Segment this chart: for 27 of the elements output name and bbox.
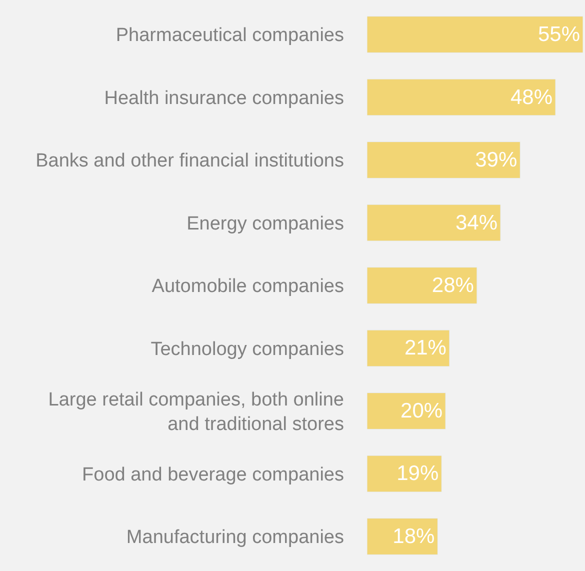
bar xyxy=(367,16,583,53)
y-tick-label: Food and beverage companies xyxy=(82,464,344,486)
bar xyxy=(367,455,442,492)
y-tick-label: Pharmaceutical companies xyxy=(116,25,344,46)
y-tick-label: Large retail companies, both online and traditional stores xyxy=(48,389,344,435)
y-tick-label: Health insurance companies xyxy=(104,88,344,109)
y-tick-label: Banks and other financial institutions xyxy=(36,150,344,172)
data-label: 34% xyxy=(456,211,498,234)
bar xyxy=(367,78,556,116)
bar xyxy=(367,204,501,242)
bar xyxy=(367,142,520,178)
bar xyxy=(367,392,446,430)
bar xyxy=(367,518,438,555)
data-label: 55% xyxy=(538,23,580,46)
data-label: 28% xyxy=(432,274,474,297)
y-tick-label: Manufacturing companies xyxy=(126,527,344,548)
y-tick-label: Automobile companies xyxy=(152,276,344,298)
data-label: 18% xyxy=(392,524,435,548)
bar xyxy=(367,267,478,304)
y-tick-label: Energy companies xyxy=(186,213,344,234)
data-label: 21% xyxy=(404,336,446,360)
data-label: 20% xyxy=(400,399,443,422)
data-label: 19% xyxy=(396,462,439,486)
bar xyxy=(367,330,450,367)
y-tick-label: Technology companies xyxy=(150,338,344,360)
data-label: 39% xyxy=(475,148,518,172)
data-label: 48% xyxy=(510,86,553,109)
